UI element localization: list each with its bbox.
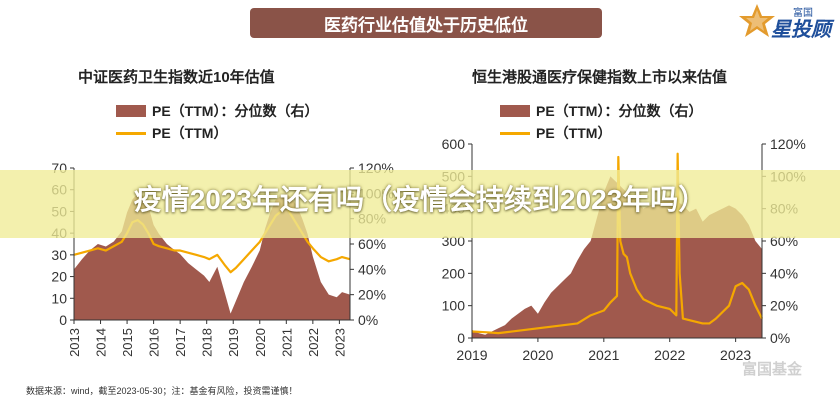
right-chart-title: 恒生港股通医疗保健指数上市以来估值 [472, 69, 728, 86]
legend-swatch-line [500, 131, 530, 135]
y-right-tick-label: 120% [770, 136, 806, 152]
legend-label-pe: PE（TTM） [536, 125, 612, 141]
x-tick-label: 2023 [720, 347, 751, 363]
logo-main-text: 星投顾 [771, 18, 835, 41]
y-left-tick-label: 30 [51, 247, 67, 263]
y-left-tick-label: 600 [442, 136, 466, 152]
left-chart-title: 中证医药卫生指数近10年估值 [78, 69, 275, 86]
x-tick-label: 2021 [279, 328, 294, 357]
x-tick-label: 2015 [120, 328, 135, 357]
legend-swatch-area [116, 105, 146, 117]
headline-overlay [0, 170, 840, 238]
x-tick-label: 2013 [67, 328, 82, 357]
y-right-tick-label: 60% [358, 236, 386, 252]
x-tick-label: 2019 [226, 328, 241, 357]
x-tick-label: 2020 [522, 347, 553, 363]
x-tick-label: 2023 [332, 328, 347, 357]
y-right-tick-label: 0% [358, 312, 378, 328]
source-note: 数据来源：wind，截至2023-05-30；注：基金有风险，投资需谨慎！ [26, 386, 298, 396]
x-tick-label: 2017 [173, 328, 188, 357]
y-left-tick-label: 20 [51, 269, 67, 285]
x-tick-label: 2018 [200, 328, 215, 357]
watermark: 富国基金 [742, 361, 803, 378]
y-left-tick-label: 100 [442, 298, 466, 314]
y-right-tick-label: 40% [770, 265, 798, 281]
right-legend: PE（TTM）：分位数（右） PE（TTM） [500, 100, 702, 144]
banner-title: 医药行业估值处于历史低位 [250, 8, 602, 38]
x-tick-label: 2022 [654, 347, 685, 363]
headline-text: 疫情2023年还有吗（疫情会持续到2023年吗） [133, 184, 707, 215]
x-tick-label: 2021 [588, 347, 619, 363]
x-tick-label: 2014 [94, 328, 109, 357]
pe-line-1 [471, 152, 763, 335]
x-tick-label: 2016 [147, 328, 162, 357]
y-right-tick-label: 40% [358, 261, 386, 277]
logo-top-text: 富国 [793, 6, 813, 19]
y-left-tick-label: 0 [457, 330, 465, 346]
y-right-tick-label: 0% [770, 330, 790, 346]
x-tick-label: 2020 [253, 328, 268, 357]
legend-swatch-line [116, 131, 146, 135]
legend-label-quantile: PE（TTM）：分位数（右） [152, 103, 319, 119]
y-right-tick-label: 20% [358, 287, 386, 303]
star-logo-icon: 富国 星投顾 [739, 4, 835, 41]
y-left-tick-label: 0 [59, 312, 67, 328]
x-tick-label: 2022 [306, 328, 321, 357]
y-right-tick-label: 20% [770, 298, 798, 314]
left-legend: PE（TTM）：分位数（右） PE（TTM） [116, 100, 318, 144]
x-tick-label: 2019 [456, 347, 487, 363]
legend-swatch-area [500, 105, 530, 117]
brand-logo: 富国 星投顾 [735, 0, 840, 46]
legend-label-pe: PE（TTM） [152, 125, 228, 141]
legend-label-quantile: PE（TTM）：分位数（右） [536, 103, 703, 119]
y-left-tick-label: 10 [51, 290, 67, 306]
y-left-tick-label: 200 [442, 265, 466, 281]
